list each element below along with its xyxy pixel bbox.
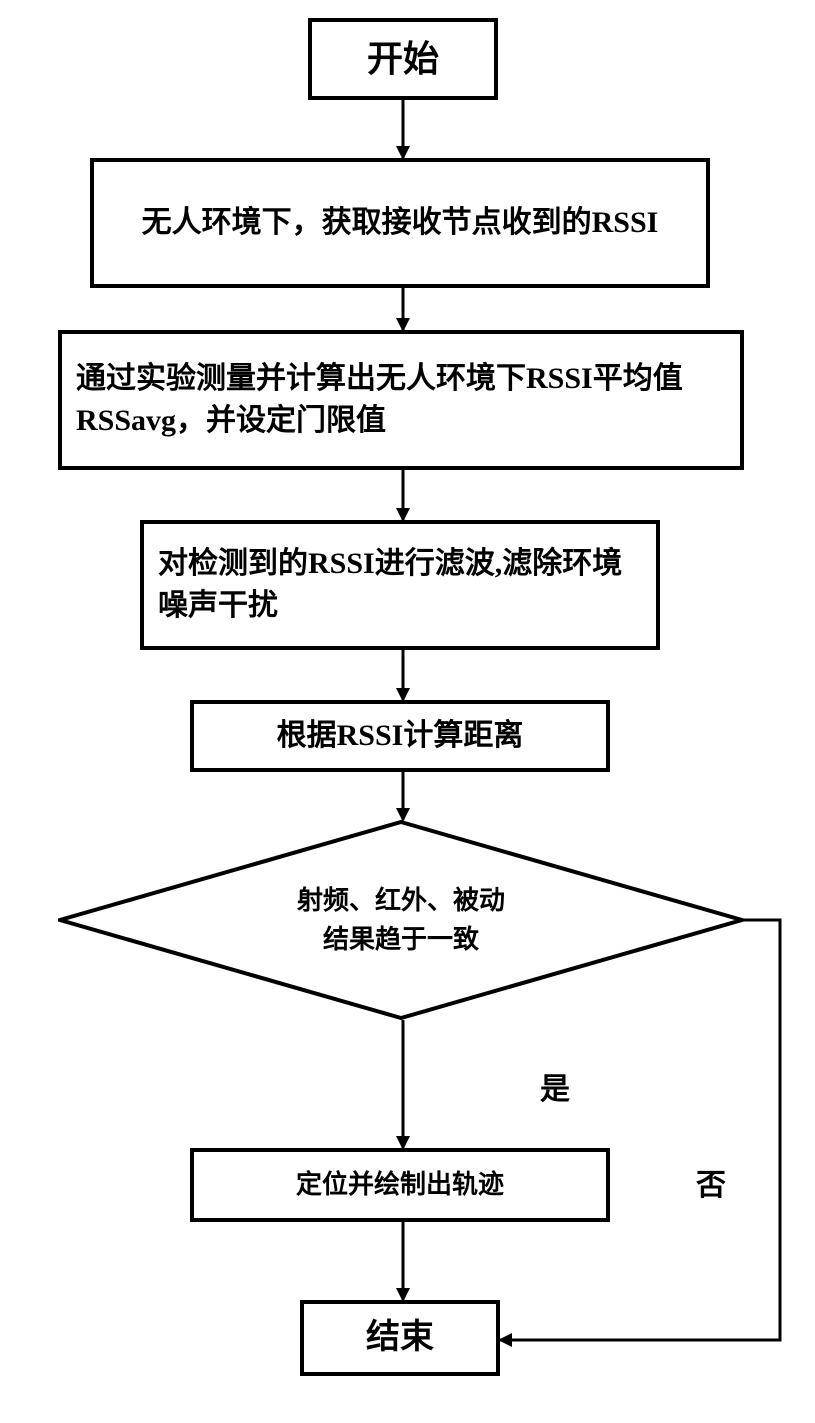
node-step1-text: 无人环境下，获取接收节点收到的RSSI	[142, 202, 659, 244]
node-step2: 通过实验测量并计算出无人环境下RSSI平均值RSSavg，并设定门限值	[58, 330, 744, 470]
node-decision-text: 射频、红外、被动 结果趋于一致	[58, 820, 744, 1020]
node-decision: 射频、红外、被动 结果趋于一致	[58, 820, 744, 1020]
decision-line1: 射频、红外、被动	[297, 881, 505, 920]
node-start: 开始	[308, 18, 498, 100]
node-start-text: 开始	[367, 34, 439, 84]
label-yes: 是	[540, 1064, 570, 1108]
node-step2-text: 通过实验测量并计算出无人环境下RSSI平均值RSSavg，并设定门限值	[76, 358, 726, 442]
node-end: 结束	[300, 1300, 500, 1376]
node-step3-text: 对检测到的RSSI进行滤波,滤除环境噪声干扰	[158, 543, 642, 627]
label-no: 否	[696, 1160, 726, 1204]
node-step5-text: 定位并绘制出轨迹	[296, 1167, 504, 1203]
node-end-text: 结束	[366, 1314, 434, 1362]
decision-line2: 结果趋于一致	[323, 920, 479, 959]
node-step4: 根据RSSI计算距离	[190, 700, 610, 772]
node-step1: 无人环境下，获取接收节点收到的RSSI	[90, 158, 710, 288]
node-step5: 定位并绘制出轨迹	[190, 1148, 610, 1222]
node-step4-text: 根据RSSI计算距离	[277, 715, 524, 757]
node-step3: 对检测到的RSSI进行滤波,滤除环境噪声干扰	[140, 520, 660, 650]
